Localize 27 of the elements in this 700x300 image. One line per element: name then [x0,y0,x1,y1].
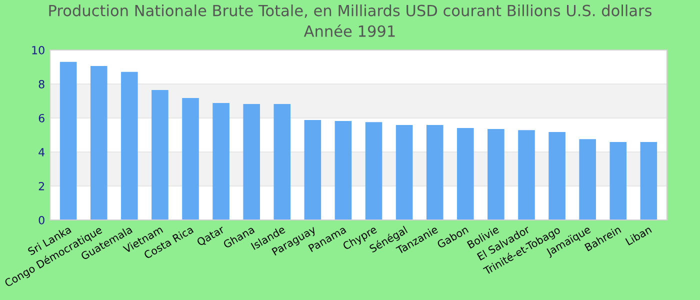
y-tick-label: 10 [32,46,44,54]
bar [488,129,504,220]
bar [396,124,413,220]
bar [610,142,627,220]
bar [60,62,77,220]
bar [548,132,566,220]
chart-title: Production Nationale Brute Totale, en Milliards USD courant Billions U.S. dollars Année 1991 [49,4,652,37]
bar [90,66,108,220]
bar [243,104,260,220]
bar [640,142,658,220]
bar [212,103,230,220]
bar [304,120,322,220]
y-tick-label: 6 [38,114,44,122]
bar [426,124,444,220]
bar [365,122,382,220]
bar [334,121,352,220]
bar [182,98,199,220]
y-tick-label: 4 [38,148,45,156]
bar [121,72,138,220]
bar [457,128,474,220]
y-tick-label: 8 [38,80,44,88]
y-tick-label: 2 [38,182,44,190]
bar [152,90,168,220]
bar [274,104,291,220]
bar [518,130,535,220]
y-tick-label: 0 [38,216,44,224]
bar [579,139,596,220]
